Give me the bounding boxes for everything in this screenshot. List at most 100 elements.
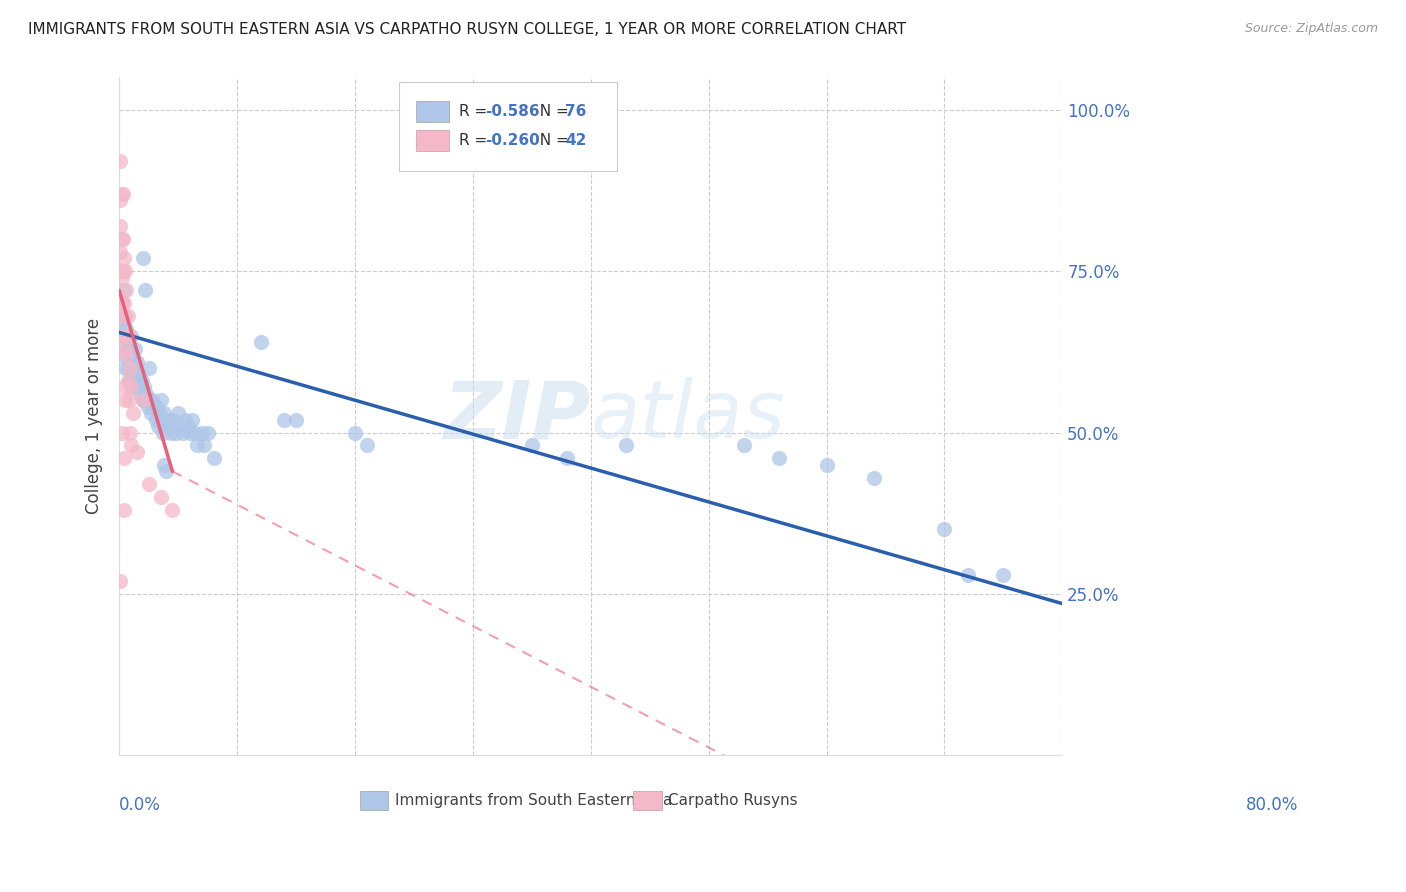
Point (118, 348, 141, 362)
Point (114, 361, 136, 376)
Point (112, 380, 135, 394)
Point (112, 251, 135, 265)
Point (118, 328, 141, 343)
Point (733, 438, 755, 452)
Point (934, 522, 956, 536)
Point (115, 322, 138, 336)
Point (179, 425, 201, 440)
Text: R =: R = (458, 133, 492, 148)
Text: atlas: atlas (591, 377, 786, 456)
Point (115, 284, 138, 298)
Point (132, 393, 155, 408)
FancyBboxPatch shape (399, 82, 617, 171)
Point (114, 310, 136, 324)
Text: N =: N = (530, 103, 574, 119)
Point (124, 342, 146, 356)
Text: ZIP: ZIP (443, 377, 591, 456)
Point (112, 284, 135, 298)
Text: R =: R = (458, 103, 492, 119)
Y-axis label: College, 1 year or more: College, 1 year or more (86, 318, 103, 515)
Point (111, 186, 134, 201)
Point (145, 412, 167, 426)
Text: Source: ZipAtlas.com: Source: ZipAtlas.com (1244, 22, 1378, 36)
Point (122, 406, 145, 420)
Text: 76: 76 (565, 103, 586, 119)
Point (120, 380, 142, 394)
Point (160, 425, 183, 440)
Point (125, 368, 148, 382)
Point (118, 393, 141, 408)
Point (134, 393, 156, 408)
Point (117, 335, 139, 350)
Point (202, 451, 225, 466)
Point (132, 393, 155, 408)
Point (176, 419, 198, 434)
Point (197, 425, 219, 440)
Point (162, 503, 184, 517)
Point (125, 354, 148, 368)
Point (153, 458, 176, 472)
Point (111, 328, 134, 343)
Point (153, 406, 176, 420)
Point (134, 284, 156, 298)
Point (131, 374, 153, 388)
Point (110, 264, 132, 278)
Point (138, 361, 160, 376)
Point (110, 244, 132, 259)
Point (118, 425, 141, 440)
Point (150, 412, 173, 426)
Point (155, 419, 177, 434)
Point (183, 425, 205, 440)
Point (186, 438, 208, 452)
Point (125, 445, 148, 459)
FancyBboxPatch shape (416, 130, 450, 151)
Point (121, 380, 143, 394)
Point (181, 412, 204, 426)
Point (993, 567, 1015, 582)
FancyBboxPatch shape (360, 790, 388, 810)
Point (344, 425, 367, 440)
Point (157, 412, 180, 426)
Point (118, 374, 141, 388)
Point (862, 471, 884, 485)
Point (152, 425, 174, 440)
Point (111, 310, 134, 324)
Point (117, 374, 139, 388)
Text: -0.260: -0.260 (485, 133, 540, 148)
FancyBboxPatch shape (633, 790, 662, 810)
Point (149, 393, 172, 408)
Point (356, 438, 378, 452)
Point (110, 154, 132, 169)
Point (110, 219, 132, 233)
Point (112, 296, 135, 310)
Text: N =: N = (530, 133, 574, 148)
Point (174, 412, 197, 426)
Point (115, 348, 138, 362)
Text: 0.0%: 0.0% (120, 796, 162, 814)
FancyBboxPatch shape (416, 101, 450, 121)
Point (139, 393, 162, 408)
Point (111, 425, 134, 440)
Point (117, 361, 139, 376)
Point (111, 296, 134, 310)
Point (111, 232, 134, 246)
Text: 80.0%: 80.0% (1246, 796, 1298, 814)
Point (555, 451, 578, 466)
Point (111, 310, 134, 324)
Point (285, 412, 308, 426)
Point (120, 328, 142, 343)
Point (111, 264, 134, 278)
Point (129, 386, 152, 401)
Point (120, 438, 142, 452)
Point (135, 386, 157, 401)
Point (249, 335, 271, 350)
Point (155, 464, 177, 478)
Point (169, 419, 191, 434)
Point (112, 328, 135, 343)
Point (146, 400, 169, 414)
Point (122, 361, 145, 376)
Point (111, 186, 134, 201)
Text: Carpatho Rusyns: Carpatho Rusyns (668, 793, 797, 807)
Point (112, 451, 135, 466)
Point (273, 412, 295, 426)
